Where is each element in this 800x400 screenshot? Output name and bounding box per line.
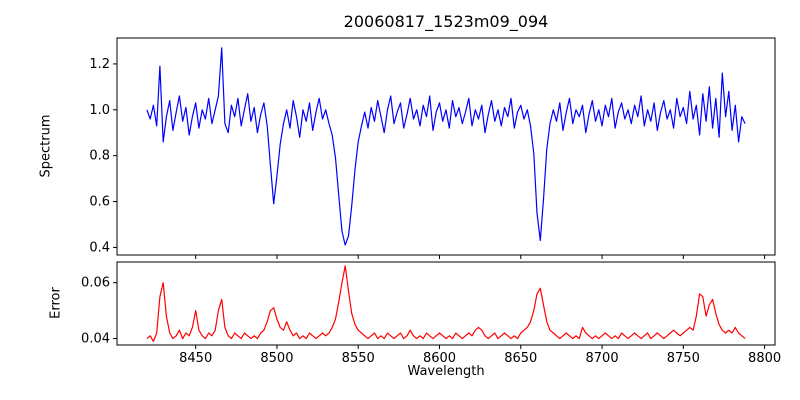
error-axis-label: Error	[48, 287, 64, 319]
y-tick-label: 1.2	[89, 57, 110, 72]
x-tick-label: 8450	[179, 351, 212, 366]
x-tick-label: 8600	[423, 351, 456, 366]
spectrum-axes-frame	[116, 37, 776, 256]
x-tick-label: 8700	[586, 351, 619, 366]
x-tick-label: 8500	[260, 351, 293, 366]
spectrum-line	[146, 47, 746, 246]
x-tick-label: 8650	[504, 351, 537, 366]
error-line	[146, 265, 746, 342]
y-tick-label: 0.6	[89, 195, 110, 210]
wavelength-axis-label: Wavelength	[407, 364, 485, 379]
plot-title: 20060817_1523m09_094	[343, 12, 549, 31]
error-axes-frame	[116, 261, 776, 346]
y-tick-label: 1.0	[89, 103, 110, 118]
spectrum-axis-label: Spectrum	[38, 114, 54, 178]
y-tick-label: 0.04	[81, 332, 110, 347]
y-tick-label: 0.8	[89, 149, 110, 164]
y-tick-label: 0.06	[81, 276, 110, 291]
x-tick-label: 8550	[342, 351, 375, 366]
y-tick-label: 0.4	[89, 240, 110, 255]
x-tick-label: 8800	[748, 351, 781, 366]
x-tick-label: 8750	[667, 351, 700, 366]
